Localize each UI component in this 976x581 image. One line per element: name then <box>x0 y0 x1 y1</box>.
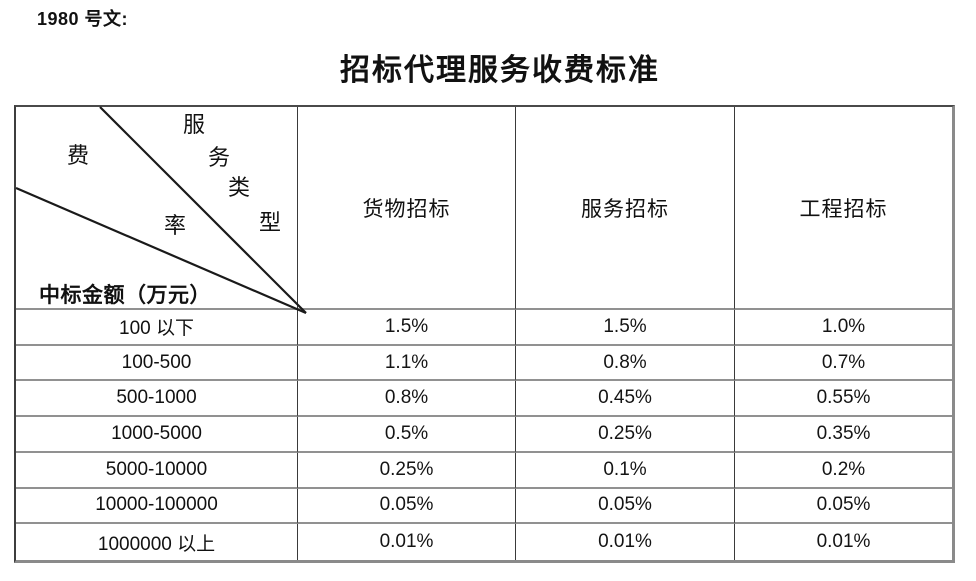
fee-value: 0.8% <box>384 387 429 409</box>
column-header-goods: 货物招标 <box>298 107 516 310</box>
row-range: 10000-100000 <box>95 494 218 516</box>
corner-service-type-char: 类 <box>228 175 251 200</box>
row-range: 1000-5000 <box>111 422 202 444</box>
fee-value-cell: 1.5% <box>298 310 516 346</box>
fee-value: 0.05% <box>598 494 652 516</box>
corner-header-cell: 服 务 类 型 费 率 中标金额（万元） <box>15 106 307 315</box>
fee-value-cell: 0.05% <box>298 488 516 525</box>
corner-amount-label: 中标金额（万元） <box>39 283 211 307</box>
fee-value-cell: 0.8% <box>298 381 516 418</box>
fee-value: 0.45% <box>598 387 652 409</box>
fee-value: 0.05% <box>379 494 434 516</box>
row-range-cell: 1000000 以上 <box>16 524 298 560</box>
fee-value: 0.1% <box>603 458 647 480</box>
fee-value-cell: 0.35% <box>735 417 952 453</box>
fee-value: 1.1% <box>384 351 429 373</box>
fee-value-cell: 0.5% <box>298 417 516 453</box>
fee-value: 0.25% <box>379 458 434 480</box>
fee-value-cell: 0.05% <box>516 488 735 525</box>
fee-value: 0.35% <box>816 422 871 444</box>
row-range: 5000-10000 <box>105 458 208 480</box>
row-range-cell: 1000-5000 <box>16 417 298 453</box>
fee-value-cell: 0.45% <box>516 381 735 418</box>
fee-value: 0.8% <box>603 351 647 373</box>
fee-value-cell: 1.5% <box>516 310 735 346</box>
fee-value-cell: 0.7% <box>735 346 952 382</box>
fee-value: 0.7% <box>821 351 866 373</box>
fee-value: 0.5% <box>384 422 429 444</box>
row-range: 500-1000 <box>116 387 197 409</box>
fee-value-cell: 0.1% <box>516 452 735 489</box>
row-range-cell: 100 以下 <box>16 310 298 346</box>
row-range-cell: 10000-100000 <box>16 488 298 525</box>
corner-service-type-char: 服 <box>183 112 206 137</box>
row-range-cell: 500-1000 <box>16 381 298 418</box>
fee-value-cell: 0.2% <box>735 453 952 489</box>
fee-value-cell: 1.1% <box>298 345 516 382</box>
fee-value: 1.5% <box>384 315 429 337</box>
fee-value: 0.55% <box>816 387 871 409</box>
fee-value: 0.01% <box>598 531 652 553</box>
row-range: 1000000 以上 <box>97 533 216 555</box>
fee-value-cell: 0.01% <box>735 524 952 560</box>
fee-value-cell: 0.25% <box>516 417 735 453</box>
fee-value-cell: 0.8% <box>516 345 735 382</box>
fee-value-cell: 0.01% <box>298 524 516 560</box>
fee-value: 1.0% <box>821 315 866 337</box>
diagonal-line-lower <box>15 186 307 315</box>
row-range: 100 以下 <box>119 318 194 340</box>
fee-value: 0.25% <box>598 422 652 444</box>
fee-value-cell: 1.0% <box>735 310 952 346</box>
row-range-cell: 5000-10000 <box>16 452 298 489</box>
page-title: 招标代理服务收费标准 <box>340 54 660 87</box>
column-header-engineering: 工程招标 <box>735 107 952 310</box>
fee-table: 服 务 类 型 费 率 中标金额（万元） 货物招标 服务招标 工程招标 100 … <box>14 105 955 563</box>
fee-value: 0.05% <box>816 494 871 516</box>
fee-value-cell: 0.25% <box>298 452 516 489</box>
fee-value: 1.5% <box>603 315 647 337</box>
corner-fee-char: 费 <box>67 143 90 168</box>
corner-rate-char: 率 <box>164 213 187 238</box>
fee-value: 0.2% <box>821 458 866 480</box>
corner-service-type-char: 务 <box>208 145 231 170</box>
column-header-services: 服务招标 <box>516 107 735 310</box>
row-range-cell: 100-500 <box>16 345 298 382</box>
fee-value-cell: 0.05% <box>735 489 952 525</box>
fee-value: 0.01% <box>379 531 434 553</box>
document-ref-number: 1980 号文: <box>37 9 129 29</box>
fee-value-cell: 0.55% <box>735 381 952 418</box>
corner-service-type-char: 型 <box>259 210 282 235</box>
fee-value-cell: 0.01% <box>516 524 735 560</box>
fee-value: 0.01% <box>816 531 871 553</box>
diagonal-line-upper <box>99 106 307 314</box>
diagonal-split-lines <box>15 106 307 315</box>
row-range: 100-500 <box>121 351 192 373</box>
